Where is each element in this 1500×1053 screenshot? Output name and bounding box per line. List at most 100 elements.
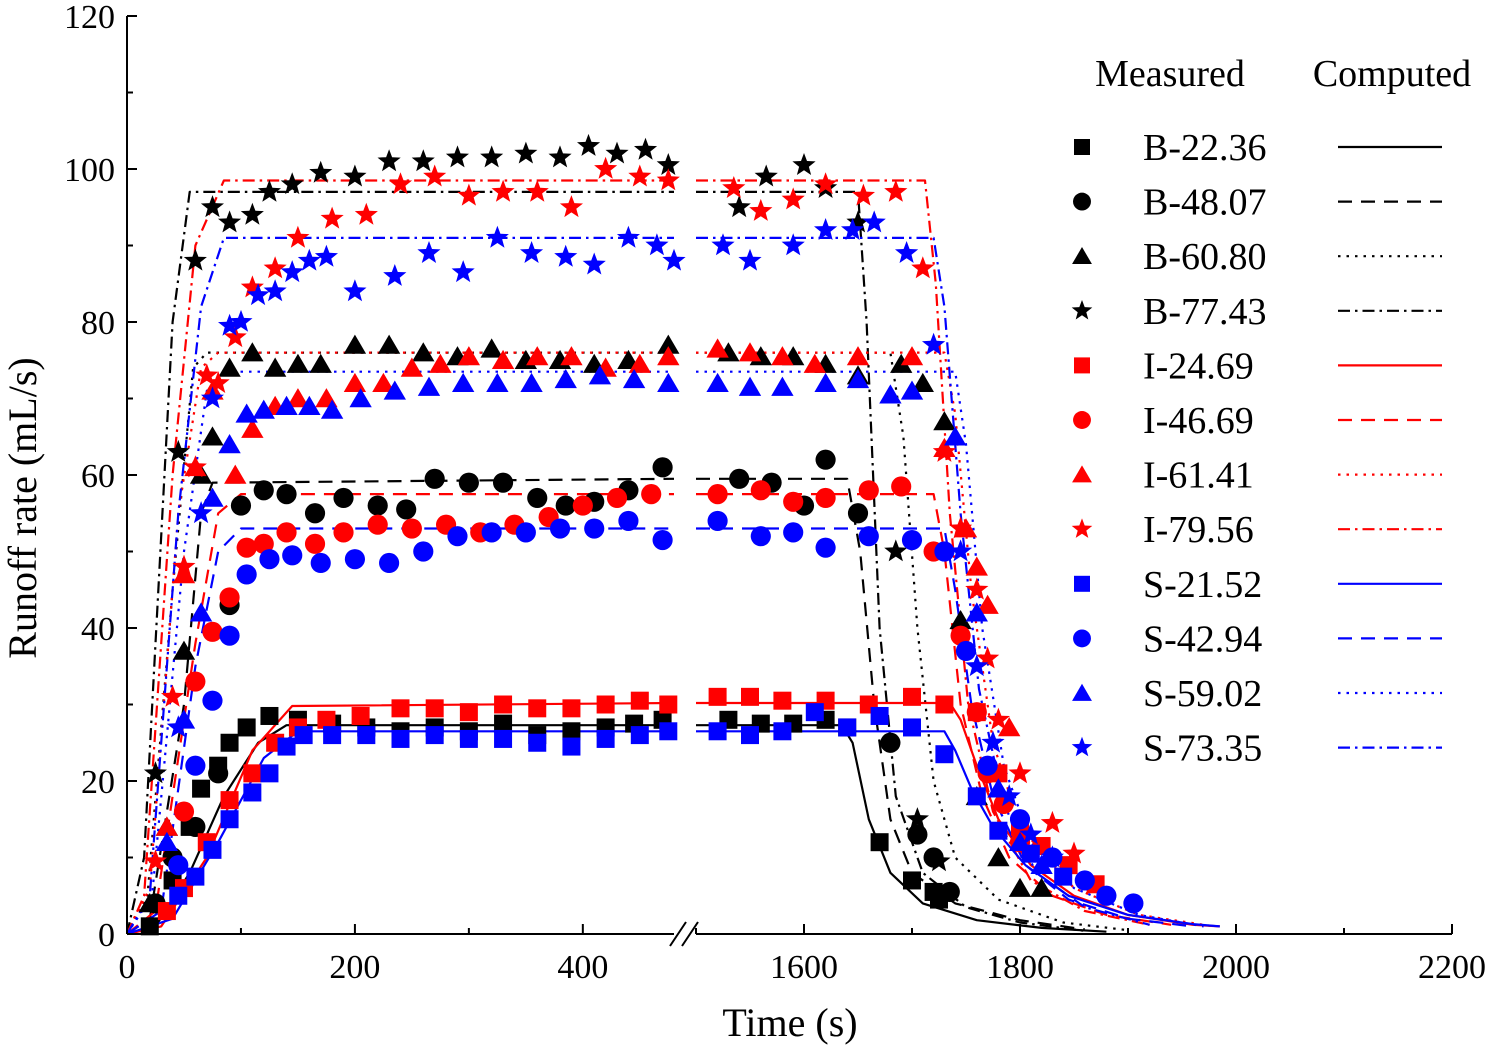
data-point-S-21.52 <box>659 722 678 741</box>
legend-marker-S-59.02 <box>1072 683 1092 701</box>
data-point-S-59.02 <box>349 388 372 408</box>
data-point-I-24.69 <box>935 695 954 714</box>
data-point-I-79.56 <box>1008 761 1032 784</box>
data-point-I-24.69 <box>391 699 410 718</box>
x-tick-label: 400 <box>557 949 608 986</box>
data-point-I-24.69 <box>317 710 336 729</box>
data-point-S-73.35 <box>1040 845 1064 868</box>
axes: 0 20 40 60 80 100 120 0 200 400 1600 1800 2000 2200 <box>64 0 1486 986</box>
data-point-B-77.43 <box>727 195 751 218</box>
legend-marker-B-60.80 <box>1072 247 1092 265</box>
data-point-I-46.69 <box>333 522 354 543</box>
data-point-S-42.94 <box>1009 809 1031 830</box>
data-point-B-60.80 <box>480 338 503 358</box>
data-point-B-60.80 <box>286 353 310 373</box>
data-point-I-79.56 <box>240 275 264 298</box>
data-point-I-61.41 <box>738 342 762 362</box>
computed-line-I-79.56-early <box>125 179 674 935</box>
data-point-B-22.36 <box>140 917 159 936</box>
data-point-B-48.07 <box>396 499 417 520</box>
data-point-I-61.41 <box>457 346 481 366</box>
data-point-S-59.02 <box>383 380 406 400</box>
legend-marker-I-46.69 <box>1073 411 1091 429</box>
data-point-B-22.36 <box>562 722 581 741</box>
data-point-S-42.94 <box>282 545 303 566</box>
data-point-I-24.69 <box>220 791 239 810</box>
data-point-B-77.43 <box>754 164 778 187</box>
data-point-I-46.69 <box>815 487 836 509</box>
data-point-I-24.69 <box>903 687 921 706</box>
y-tick-label: 0 <box>98 917 115 954</box>
data-point-I-79.56 <box>851 183 875 206</box>
data-point-I-79.56 <box>722 176 746 198</box>
data-point-I-61.41 <box>976 594 999 614</box>
data-point-I-61.41 <box>224 464 247 484</box>
data-point-I-46.69 <box>304 533 326 554</box>
data-point-B-77.43 <box>183 248 207 271</box>
y-tick-label: 120 <box>64 0 115 36</box>
data-point-S-73.35 <box>343 279 367 302</box>
data-point-I-61.41 <box>706 338 729 358</box>
data-point-I-79.56 <box>656 168 680 191</box>
computed-line-B-48.07-late <box>696 477 1085 931</box>
data-point-B-48.07 <box>880 732 901 753</box>
data-point-I-79.56 <box>1040 810 1064 833</box>
data-point-B-22.36 <box>494 714 513 733</box>
data-point-B-77.43 <box>200 195 224 218</box>
data-point-S-73.35 <box>200 386 224 409</box>
data-point-B-48.07 <box>555 495 576 516</box>
data-point-S-59.02 <box>814 372 837 392</box>
data-point-B-60.80 <box>309 353 332 373</box>
data-point-S-21.52 <box>186 867 205 886</box>
data-point-S-42.94 <box>750 526 771 547</box>
data-point-S-42.94 <box>1096 885 1117 906</box>
data-point-I-61.41 <box>400 357 424 377</box>
data-point-B-60.80 <box>911 372 934 392</box>
data-point-S-21.52 <box>294 726 313 745</box>
data-point-I-24.69 <box>562 699 581 718</box>
data-point-S-73.35 <box>383 264 407 286</box>
data-point-S-42.94 <box>344 549 365 570</box>
legend: Measured Computed B-22.36 B-48.07 B-60.80 B… <box>1071 53 1471 770</box>
data-point-B-60.80 <box>172 640 196 660</box>
data-point-B-77.43 <box>218 210 242 233</box>
data-point-I-79.56 <box>749 198 773 221</box>
data-point-I-24.69 <box>494 695 513 714</box>
data-point-S-21.52 <box>967 787 986 806</box>
computed-line-I-46.69-early <box>126 493 674 935</box>
data-point-S-59.02 <box>1008 831 1032 851</box>
legend-marker-S-21.52 <box>1074 575 1090 592</box>
data-point-S-59.02 <box>738 376 762 396</box>
data-point-I-24.69 <box>741 687 759 706</box>
y-tick-label: 40 <box>81 611 115 648</box>
data-point-S-21.52 <box>989 821 1008 840</box>
data-point-S-73.35 <box>554 244 578 267</box>
legend-label-S-21.52: S-21.52 <box>1143 564 1262 606</box>
data-point-I-24.69 <box>773 691 792 710</box>
data-point-S-21.52 <box>220 810 239 829</box>
data-point-B-22.36 <box>260 706 279 725</box>
data-point-I-46.69 <box>606 487 628 509</box>
data-point-I-79.56 <box>388 172 413 195</box>
data-point-B-77.43 <box>377 149 401 172</box>
data-point-S-73.35 <box>520 241 544 263</box>
data-point-B-77.43 <box>143 761 167 784</box>
data-point-S-42.94 <box>955 640 977 662</box>
data-point-S-73.35 <box>981 730 1005 753</box>
data-point-S-73.35 <box>451 260 475 283</box>
data-point-I-46.69 <box>750 480 771 501</box>
data-point-B-48.07 <box>652 457 673 478</box>
legend-label-B-48.07: B-48.07 <box>1143 182 1267 224</box>
data-point-I-79.56 <box>195 363 219 386</box>
data-point-S-21.52 <box>243 783 262 802</box>
data-point-S-59.02 <box>486 372 509 392</box>
data-point-I-24.69 <box>157 902 176 921</box>
measured-markers <box>138 133 1144 936</box>
data-point-S-59.02 <box>155 831 179 851</box>
data-point-I-61.41 <box>560 346 583 366</box>
data-point-S-42.94 <box>901 529 923 551</box>
computed-line-B-77.43-late <box>696 190 1085 932</box>
data-point-S-73.35 <box>189 501 213 524</box>
data-point-S-59.02 <box>554 369 577 389</box>
